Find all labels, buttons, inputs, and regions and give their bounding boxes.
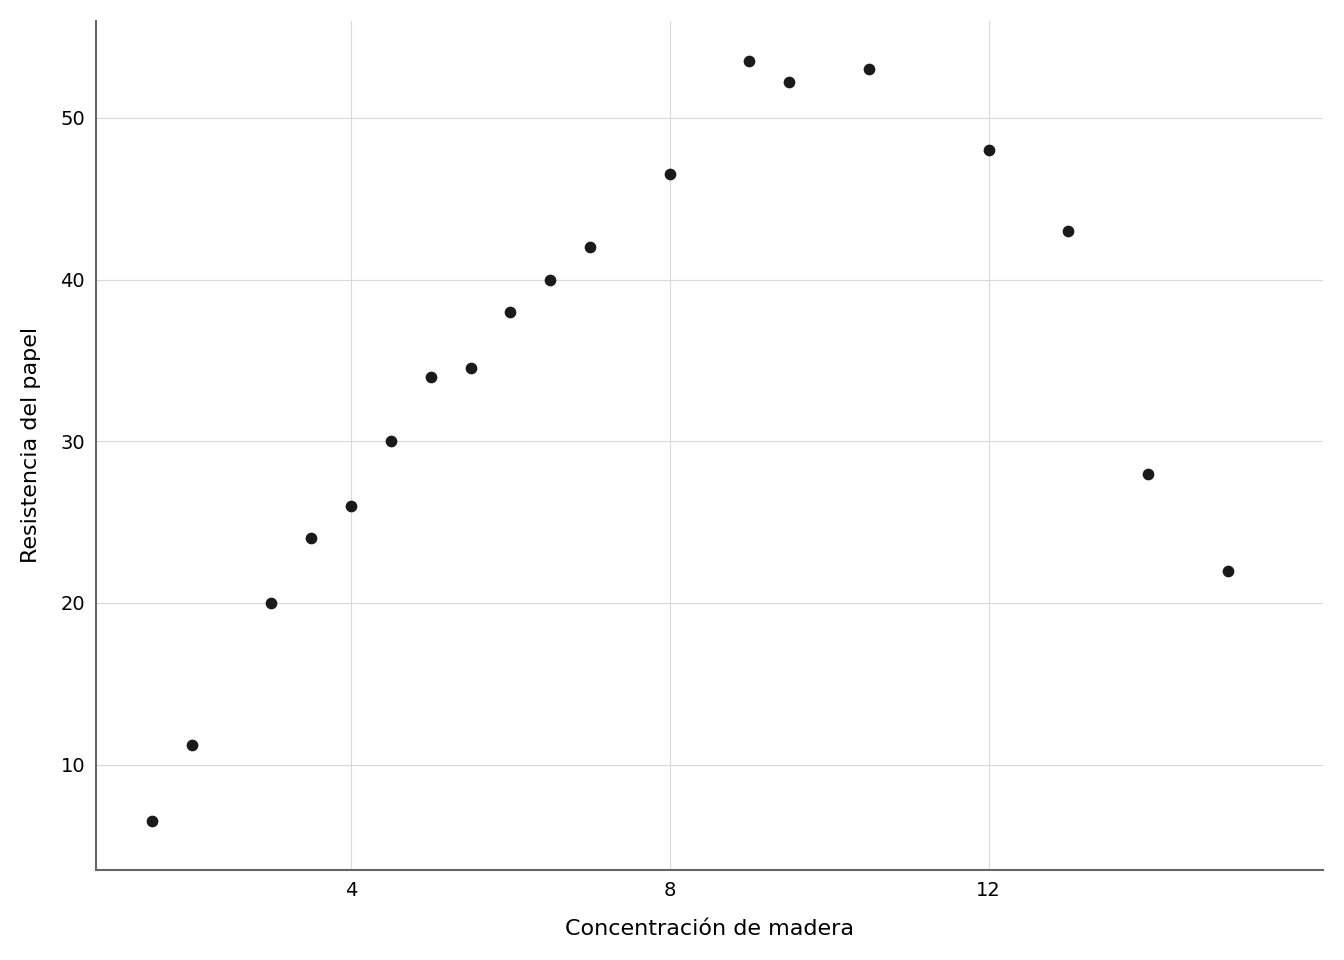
Point <box>1216 563 1238 578</box>
Point <box>380 434 402 449</box>
Point <box>500 304 521 320</box>
Point <box>539 272 560 287</box>
Point <box>1058 224 1079 239</box>
X-axis label: Concentración de madera: Concentración de madera <box>566 919 855 939</box>
Point <box>421 369 442 384</box>
Point <box>141 813 163 828</box>
Point <box>978 142 1000 157</box>
Point <box>778 75 800 90</box>
Point <box>340 498 362 514</box>
Y-axis label: Resistencia del papel: Resistencia del papel <box>22 327 40 564</box>
Point <box>579 239 601 254</box>
Point <box>460 361 481 376</box>
Point <box>301 531 323 546</box>
Point <box>739 54 761 69</box>
Point <box>181 737 203 753</box>
Point <box>859 61 880 77</box>
Point <box>261 595 282 611</box>
Point <box>1137 466 1159 481</box>
Point <box>659 167 680 182</box>
